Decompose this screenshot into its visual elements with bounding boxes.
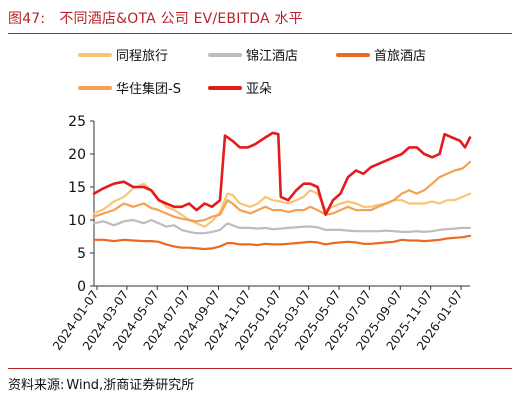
y-tick-label: 15	[68, 180, 86, 196]
series-line-3	[92, 234, 472, 251]
legend-label-2: 锦江酒店	[246, 49, 298, 64]
figure-header: 图47: 不同酒店&OTA 公司 EV/EBITDA 水平	[8, 4, 512, 32]
source-text: Wind,浙商证券研究所	[66, 378, 195, 393]
y-tick-label: 5	[77, 246, 86, 262]
series-line-4	[92, 160, 472, 223]
source-note: 资料来源: Wind,浙商证券研究所	[8, 374, 194, 393]
header-divider	[8, 33, 512, 34]
figure-title: 不同酒店&OTA 公司 EV/EBITDA 水平	[59, 11, 303, 27]
legend-label-4: 华住集团-S	[116, 81, 181, 97]
figure-number: 图47:	[8, 11, 46, 27]
y-tick-label: 0	[77, 279, 86, 295]
series-line-5	[92, 131, 472, 216]
legend-label-1: 同程旅行	[116, 49, 168, 64]
series-line-1	[92, 182, 472, 228]
y-tick-label: 25	[68, 114, 86, 130]
legend-label-3: 首旅酒店	[374, 49, 426, 64]
series-line-2	[92, 218, 472, 235]
y-tick-label: 20	[68, 147, 86, 163]
source-label: 资料来源:	[8, 378, 65, 393]
legend-label-5: 亚朵	[246, 82, 272, 97]
y-tick-label: 10	[68, 213, 86, 229]
footer-divider	[8, 368, 512, 369]
